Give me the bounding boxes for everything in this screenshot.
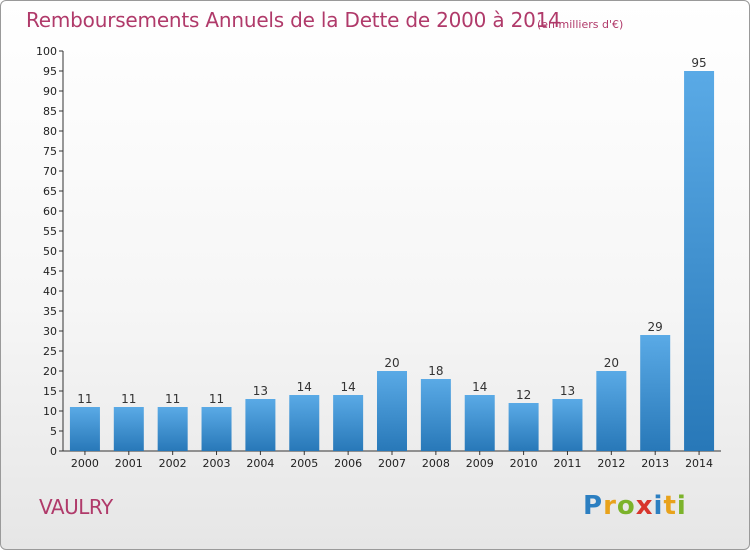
bar-2012 [596,371,627,451]
y-tick-label: 65 [43,185,57,198]
logo-letter: t [663,491,677,521]
x-tick-label: 2003 [203,457,231,470]
x-tick-label: 2000 [71,457,99,470]
logo-letter: o [616,491,636,521]
data-label: 20 [384,356,399,370]
data-label: 14 [340,380,355,394]
logo-letter: i [653,491,664,521]
y-tick-label: 95 [43,65,57,78]
x-tick-label: 2013 [641,457,669,470]
bar-2007 [377,371,407,451]
bar-2010 [508,403,539,451]
x-tick-label: 2006 [334,457,362,470]
data-label: 11 [77,392,92,406]
logo-letter: x [635,491,654,521]
data-label: 29 [648,320,663,334]
chart-title: Remboursements Annuels de la Dette de 20… [26,8,561,32]
data-label: 11 [121,392,136,406]
x-tick-label: 2010 [510,457,538,470]
bar-2009 [464,395,495,451]
y-tick-label: 40 [43,285,57,298]
x-tick-label: 2005 [290,457,318,470]
chart-subtitle: (en milliers d'€) [537,18,624,31]
logo-letter: r [603,491,617,521]
y-tick-label: 50 [43,245,57,258]
y-tick-label: 75 [43,145,57,158]
y-tick-label: 90 [43,85,57,98]
y-tick-label: 100 [36,45,57,58]
y-tick-label: 30 [43,325,57,338]
bar-2008 [420,379,451,451]
bar-2000 [69,407,100,451]
data-label: 20 [604,356,619,370]
bar-2005 [289,395,320,451]
y-tick-label: 35 [43,305,57,318]
y-tick-label: 5 [50,425,57,438]
proxiti-logo: Proxiti [583,491,687,521]
x-tick-label: 2004 [246,457,274,470]
y-tick-label: 25 [43,345,57,358]
x-tick-label: 2007 [378,457,406,470]
data-label: 11 [165,392,180,406]
y-tick-label: 0 [50,445,57,458]
x-tick-label: 2012 [597,457,625,470]
y-tick-label: 70 [43,165,57,178]
x-tick-label: 2009 [466,457,494,470]
y-tick-label: 20 [43,365,57,378]
bars-group: 11 11 11 11 13 14 14 20 18 14 12 13 20 29 95 [69,56,715,451]
y-tick-label: 60 [43,205,57,218]
x-tick-label: 2014 [685,457,713,470]
x-tick-label: 2001 [115,457,143,470]
data-label: 13 [253,384,268,398]
commune-name: VAULRY [39,495,113,519]
bar-2001 [113,407,144,451]
bar-2003 [201,407,232,451]
data-label: 11 [209,392,224,406]
bar-2014 [684,71,715,451]
bar-2011 [552,399,583,451]
y-tick-label: 10 [43,405,57,418]
data-label: 14 [297,380,312,394]
y-tick-label: 15 [43,385,57,398]
logo-letter: P [583,491,604,521]
axes: 0 5 10 15 20 25 30 35 40 45 50 55 60 65 70 75 80 85 90 95 10… [36,45,721,470]
logo-letter: i [676,491,687,521]
x-tick-label: 2008 [422,457,450,470]
data-label: 18 [428,364,443,378]
data-label: 13 [560,384,575,398]
data-label: 14 [472,380,487,394]
data-label: 12 [516,388,531,402]
bar-2006 [333,395,364,451]
y-tick-label: 45 [43,265,57,278]
y-tick-label: 55 [43,225,57,238]
x-tick-label: 2002 [159,457,187,470]
data-label: 95 [691,56,706,70]
y-tick-label: 80 [43,125,57,138]
bar-2004 [245,399,276,451]
y-tick-label: 85 [43,105,57,118]
bar-2002 [157,407,188,451]
bar-2013 [640,335,671,451]
x-tick-label: 2011 [553,457,581,470]
